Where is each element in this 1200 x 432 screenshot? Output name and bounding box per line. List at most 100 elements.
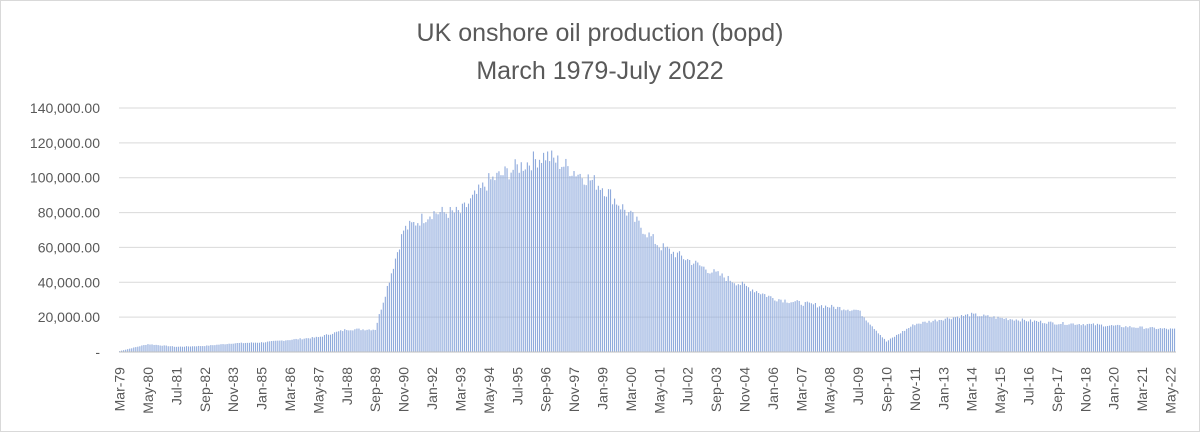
bar [910, 326, 912, 352]
bar [396, 252, 399, 352]
bar [579, 173, 581, 352]
bar [1090, 323, 1092, 352]
bar [849, 311, 851, 352]
bar [932, 320, 934, 352]
bar [1171, 328, 1174, 352]
bar [297, 339, 299, 352]
x-tick-label: Nov-04 [736, 367, 752, 412]
bar [672, 251, 674, 352]
bar [419, 225, 421, 352]
bar [409, 220, 411, 352]
bar [583, 184, 585, 352]
bar [800, 304, 802, 352]
bar [177, 346, 179, 352]
bar [445, 213, 447, 352]
y-tick-label: 140,000.00 [30, 100, 100, 116]
bar [423, 223, 425, 352]
bar [421, 213, 423, 352]
bar [1107, 325, 1109, 352]
bar [305, 338, 307, 352]
bar [390, 273, 392, 352]
bar [760, 294, 762, 352]
bar [429, 216, 431, 352]
bar [303, 338, 305, 352]
bar [216, 344, 218, 352]
bar [382, 302, 384, 352]
bar [709, 273, 711, 352]
bar [1086, 324, 1088, 352]
bar [526, 162, 528, 352]
bar [1066, 324, 1068, 352]
bar [1017, 320, 1019, 352]
bar [315, 336, 317, 352]
bar [676, 252, 679, 352]
bar [831, 304, 833, 352]
bar [169, 346, 171, 352]
bar [293, 339, 295, 352]
bar [904, 330, 906, 352]
bar [534, 159, 537, 352]
bar [756, 291, 758, 352]
bar [958, 318, 961, 352]
bar [366, 329, 368, 352]
bar [240, 342, 242, 352]
bar [261, 342, 263, 352]
bar [431, 219, 433, 352]
bar [309, 338, 311, 352]
bar [1033, 320, 1036, 352]
bar [591, 179, 593, 352]
bar [461, 203, 463, 352]
bar [267, 341, 269, 352]
bar [413, 221, 415, 352]
bar [530, 170, 532, 352]
bar [1109, 325, 1111, 352]
bar [851, 310, 853, 352]
bar [1070, 323, 1072, 352]
x-tick-label: Jan-06 [765, 367, 781, 410]
y-tick-labels: - 20,000.00 40,000.00 60,000.00 80,000.00 100… [30, 100, 100, 360]
bar [739, 285, 741, 352]
bar [285, 340, 287, 352]
bar [670, 253, 672, 352]
bar [928, 320, 930, 352]
bar [912, 324, 914, 352]
bar [827, 307, 829, 352]
bar [764, 294, 766, 352]
bar [782, 302, 784, 352]
bar [774, 300, 776, 352]
x-tick-label: Sep-96 [538, 367, 554, 412]
bar [853, 309, 855, 352]
bar [141, 345, 143, 352]
bar [415, 225, 417, 352]
x-tick-label: Jul-81 [168, 367, 184, 405]
bar [585, 185, 587, 352]
bar [567, 166, 569, 352]
bar [549, 161, 551, 352]
bar [494, 180, 496, 352]
bar [772, 298, 774, 352]
bar [234, 343, 236, 352]
x-tick-label: Jan-13 [935, 367, 951, 410]
bar [1015, 319, 1017, 352]
bar [749, 291, 752, 352]
x-tick-label: Jan-85 [254, 367, 270, 410]
bar [833, 306, 835, 352]
bar [1141, 326, 1143, 352]
bar [228, 343, 230, 352]
bar [778, 299, 780, 352]
bar [640, 227, 642, 352]
bar [814, 303, 816, 352]
bar [601, 188, 603, 352]
bar [628, 212, 630, 352]
bar [340, 330, 342, 352]
bar [699, 265, 701, 352]
bar [620, 209, 622, 352]
bar [707, 272, 709, 352]
x-tick-label: Jul-09 [850, 367, 866, 405]
x-tick-label: Nov-90 [396, 367, 412, 412]
bar [1005, 318, 1007, 352]
bar [561, 166, 563, 352]
bar [208, 345, 210, 352]
bar [816, 307, 819, 352]
bar [802, 305, 804, 352]
